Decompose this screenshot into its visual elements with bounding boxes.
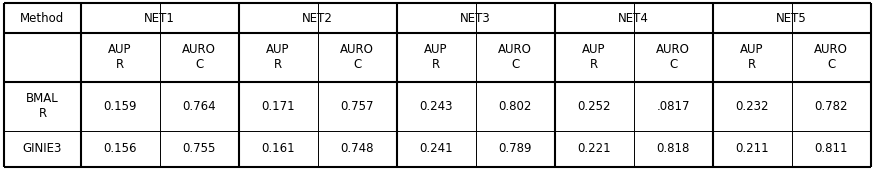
Text: 0.221: 0.221 — [578, 142, 611, 155]
Text: 0.232: 0.232 — [735, 100, 769, 113]
Text: BMAL
R: BMAL R — [26, 92, 59, 120]
Text: 0.243: 0.243 — [419, 100, 453, 113]
Text: NET4: NET4 — [618, 12, 649, 25]
Text: AURO
C: AURO C — [656, 43, 690, 71]
Text: Method: Method — [20, 12, 65, 25]
Text: 0.789: 0.789 — [499, 142, 532, 155]
Text: NET1: NET1 — [144, 12, 175, 25]
Text: 0.782: 0.782 — [815, 100, 848, 113]
Text: 0.252: 0.252 — [578, 100, 611, 113]
Text: AURO
C: AURO C — [498, 43, 532, 71]
Text: AUP
R: AUP R — [266, 43, 290, 71]
Text: 0.156: 0.156 — [103, 142, 136, 155]
Text: NET5: NET5 — [776, 12, 807, 25]
Text: AUP
R: AUP R — [583, 43, 605, 71]
Text: AUP
R: AUP R — [424, 43, 448, 71]
Text: .0817: .0817 — [656, 100, 690, 113]
Text: 0.811: 0.811 — [815, 142, 848, 155]
Text: 0.211: 0.211 — [735, 142, 769, 155]
Text: 0.171: 0.171 — [262, 100, 295, 113]
Text: 0.748: 0.748 — [340, 142, 374, 155]
Text: NET3: NET3 — [460, 12, 491, 25]
Text: AURO
C: AURO C — [814, 43, 848, 71]
Text: 0.818: 0.818 — [656, 142, 690, 155]
Text: 0.757: 0.757 — [340, 100, 374, 113]
Text: 0.241: 0.241 — [419, 142, 453, 155]
Text: 0.755: 0.755 — [182, 142, 216, 155]
Text: 0.802: 0.802 — [499, 100, 532, 113]
Text: AURO
C: AURO C — [340, 43, 374, 71]
Text: AUP
R: AUP R — [108, 43, 132, 71]
Text: 0.159: 0.159 — [103, 100, 136, 113]
Text: AURO
C: AURO C — [182, 43, 216, 71]
Text: NET2: NET2 — [302, 12, 333, 25]
Text: 0.161: 0.161 — [262, 142, 295, 155]
Text: AUP
R: AUP R — [740, 43, 764, 71]
Text: GINIE3: GINIE3 — [23, 142, 62, 155]
Text: 0.764: 0.764 — [182, 100, 216, 113]
